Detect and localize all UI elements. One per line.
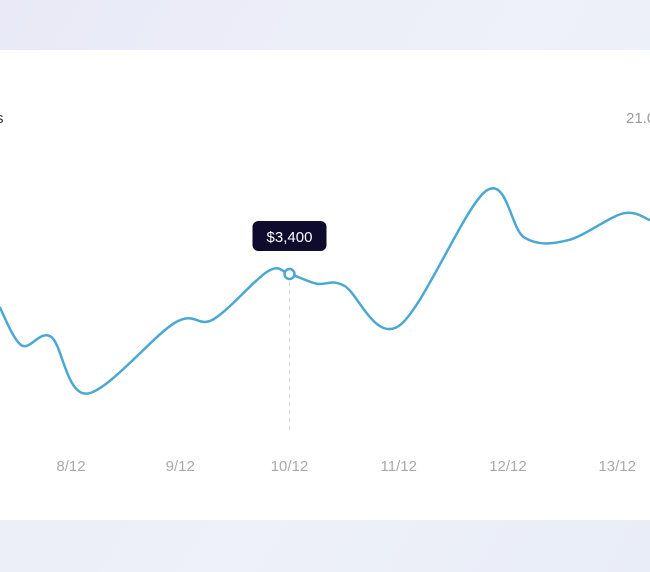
tooltip-background: [252, 221, 327, 251]
x-tick-label: 9/12: [166, 458, 195, 475]
corner-label-right: 21.0: [626, 110, 650, 127]
x-tick-label: 12/12: [489, 458, 527, 475]
x-tick-label: 8/12: [56, 458, 85, 475]
x-axis-ticks: 8/12 9/12 10/12 11/12 12/12 13/12: [56, 458, 636, 475]
x-tick-label: 13/12: [598, 458, 636, 475]
chart-card: [0, 50, 650, 520]
x-tick-label: 10/12: [271, 458, 309, 475]
x-tick-label: 11/12: [381, 458, 417, 475]
series-line: [0, 187, 650, 395]
corner-label-left: s: [0, 110, 4, 127]
tooltip-value: $3,400: [267, 229, 313, 246]
hover-point[interactable]: [283, 267, 296, 281]
tooltip: $3,400: [252, 221, 327, 251]
